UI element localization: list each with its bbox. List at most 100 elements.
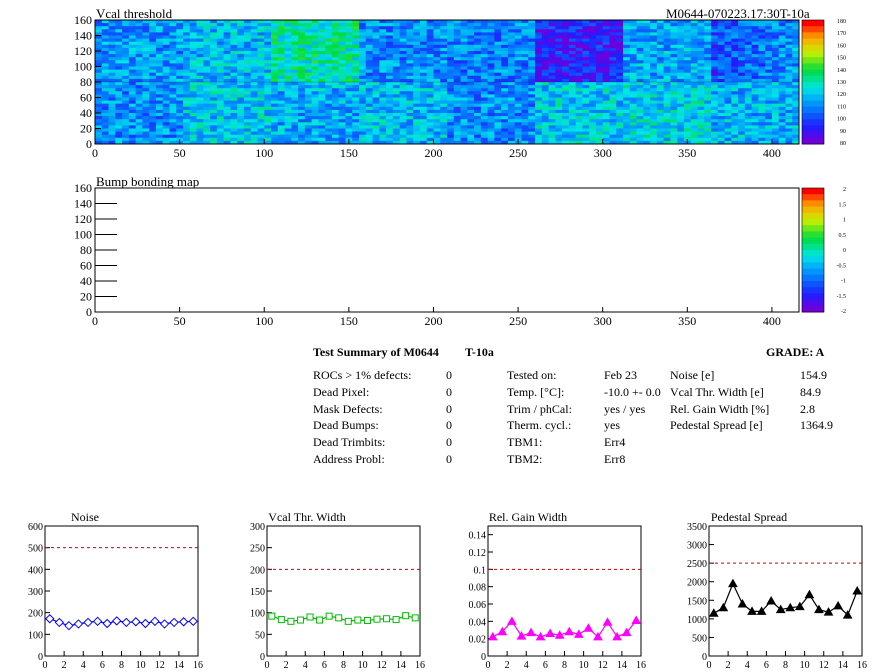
colorbar-tick-label: 0: [843, 248, 846, 254]
x-tick-label: 350: [678, 146, 696, 160]
colorbar-segment: [802, 125, 824, 133]
defect-value: 0: [446, 384, 452, 399]
colorbar-tick-label: 110: [837, 104, 846, 110]
y-tick-label: 20: [80, 122, 92, 136]
data-point: [45, 614, 55, 624]
colorbar-segment: [802, 237, 824, 245]
x-tick-label: 12: [819, 660, 829, 670]
data-point: [718, 602, 729, 612]
colorbar-segment: [802, 100, 824, 108]
x-tick-label: 10: [358, 660, 368, 670]
y-tick-label: 500: [692, 633, 707, 644]
colorbar-tick-label: 150: [837, 56, 846, 62]
colorbar-tick-label: 140: [837, 68, 846, 74]
data-point: [102, 618, 112, 629]
map-cells: [95, 20, 800, 145]
y-tick-label: 0.04: [469, 617, 487, 628]
colorbar-segment: [802, 69, 824, 77]
data-point: [277, 616, 285, 624]
y-tick-label: 100: [250, 609, 265, 620]
data-point: [159, 619, 170, 629]
colorbar-tick-label: 160: [837, 43, 846, 49]
defect-value: 0: [446, 418, 452, 433]
data-point: [708, 608, 719, 617]
colorbar: [802, 188, 824, 313]
x-tick-label: 6: [100, 660, 105, 670]
colorbar-tick-label: 120: [837, 92, 846, 98]
summary-temp-tag: T-10a: [465, 345, 494, 359]
data-point: [573, 629, 584, 638]
vcal-width-plot: Vcal Thr. Width 0 2 4 6 8 10 12 14 16 0 50 100 150 200…: [250, 510, 425, 670]
data-point: [354, 616, 362, 624]
y-tick-label: 60: [80, 259, 92, 273]
data-point: [842, 610, 853, 619]
y-tick-label: 0: [260, 652, 265, 663]
y-tick-label: 160: [74, 13, 92, 27]
condition-value: yes: [604, 418, 620, 433]
result-value: 84.9: [800, 384, 821, 399]
vcal-threshold-map: 0 50 100 150 200 250 300 350 4000204060801001201…: [74, 13, 846, 160]
condition-label: Temp. [°C]:: [507, 384, 565, 399]
colorbar-segment: [802, 212, 824, 220]
colorbar-segment: [802, 38, 824, 46]
x-tick-label: 4: [524, 660, 529, 670]
bump-map-title: Bump bonding map: [96, 174, 200, 189]
defect-label: ROCs > 1% defects:: [313, 368, 412, 382]
x-tick-label: 12: [377, 660, 387, 670]
colorbar-segment: [802, 219, 824, 226]
data-point: [92, 616, 103, 627]
defect-label: Dead Trimbits:: [313, 435, 386, 450]
data-point: [121, 617, 131, 628]
y-tick-label: 0.1: [474, 565, 487, 576]
result-label: Rel. Gain Width [%]: [670, 401, 770, 416]
y-tick-label: 100: [74, 60, 92, 74]
data-point: [178, 617, 189, 627]
data-point: [554, 630, 565, 639]
colorbar-segment: [802, 194, 824, 201]
y-tick-label: 200: [250, 565, 265, 576]
y-tick-label: 2000: [687, 578, 707, 589]
y-tick-label: 1500: [687, 596, 707, 607]
colorbar-segment: [802, 106, 824, 114]
bump-bonding-map: 0 50 100 150 200 250 300 350 4000204060801001201…: [74, 181, 846, 328]
data-point: [535, 631, 546, 641]
data-point: [112, 616, 122, 626]
data-point: [747, 606, 757, 615]
colorbar-segment: [802, 82, 824, 89]
x-tick-label: 4: [81, 660, 86, 670]
x-tick-label: 100: [255, 146, 273, 160]
x-tick-label: 12: [155, 660, 165, 670]
x-tick-label: 200: [424, 146, 442, 160]
colorbar: [802, 20, 824, 145]
colorbar-segment: [802, 51, 824, 58]
x-tick-label: 16: [636, 660, 646, 670]
plot-frame: [266, 525, 421, 657]
y-tick-label: 300: [28, 587, 43, 598]
x-tick-label: 0: [43, 660, 48, 670]
data-point: [507, 616, 517, 625]
x-tick-label: 8: [341, 660, 346, 670]
y-tick-label: 0.12: [469, 548, 487, 559]
colorbar-segment: [802, 57, 824, 64]
x-tick-label: 250: [509, 314, 527, 328]
x-tick-label: 8: [119, 660, 124, 670]
data-point: [728, 578, 738, 588]
defect-value: 0: [446, 401, 452, 416]
colorbar-segment: [802, 113, 824, 120]
data-point: [64, 620, 74, 631]
data-point: [316, 616, 324, 624]
data-point: [335, 614, 343, 622]
data-point: [150, 616, 160, 627]
data-point: [545, 628, 556, 637]
colorbar-segment: [802, 75, 824, 83]
plot-title: Rel. Gain Width: [489, 510, 567, 524]
x-tick-label: 300: [594, 314, 612, 328]
x-tick-label: 4: [745, 660, 750, 670]
condition-value: yes / yes: [604, 401, 646, 416]
y-tick-label: 500: [28, 544, 43, 555]
y-tick-label: 100: [28, 630, 43, 641]
y-tick-label: 2500: [687, 559, 707, 570]
result-label: Vcal Thr. Width [e]: [670, 384, 764, 399]
plot-title: Pedestal Spread: [711, 510, 787, 524]
x-tick-label: 2: [726, 660, 731, 670]
